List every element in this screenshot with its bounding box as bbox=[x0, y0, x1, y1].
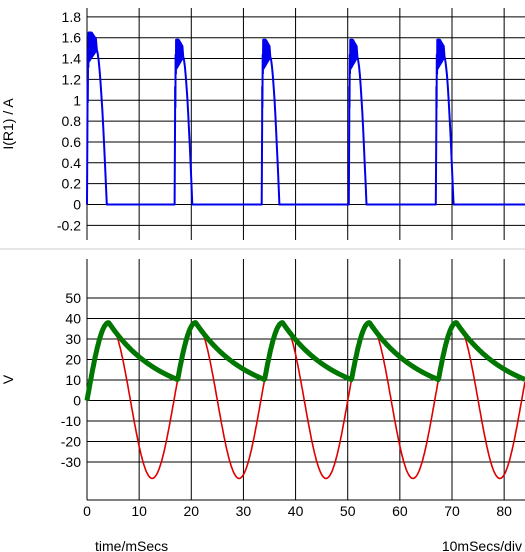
y-tick-label: 30 bbox=[65, 331, 81, 347]
y-tick-label: -10 bbox=[61, 413, 81, 429]
y-axis-label: I(R1) / A bbox=[0, 98, 16, 150]
x-tick-label: 30 bbox=[236, 503, 252, 519]
y-axis-label: V bbox=[0, 374, 16, 384]
y-tick-label: 0 bbox=[73, 393, 81, 409]
y-tick-label: -0.2 bbox=[57, 217, 81, 233]
x-tick-label: 40 bbox=[288, 503, 304, 519]
x-tick-label: 60 bbox=[392, 503, 408, 519]
y-tick-label: -20 bbox=[61, 434, 81, 450]
x-scale-note: 10mSecs/div bbox=[442, 538, 522, 552]
y-tick-label: 0.2 bbox=[62, 176, 82, 192]
current-series-line bbox=[86, 31, 525, 206]
voltage-plot: 50 40 30 20 10 0 -10 -20 -30 0 10 20 30 40 50 60 70 80 V bbox=[0, 259, 525, 519]
x-tick-label: 50 bbox=[340, 503, 356, 519]
y-tick-label: 0.6 bbox=[62, 134, 82, 150]
y-tick-label: 40 bbox=[65, 311, 81, 327]
y-tick-label: 0.8 bbox=[62, 113, 82, 129]
x-tick-label: 10 bbox=[131, 503, 147, 519]
y-tick-label: 10 bbox=[65, 372, 81, 388]
x-axis-label: time/mSecs bbox=[95, 538, 168, 552]
y-tick-label: 1.6 bbox=[62, 30, 82, 46]
current-plot: 1.8 1.6 1.4 1.2 1 0.8 0.6 0.4 0.2 0 -0.2 I(R1) / A bbox=[0, 8, 525, 240]
y-tick-label: 1.8 bbox=[62, 9, 82, 25]
x-tick-label: 0 bbox=[83, 503, 91, 519]
x-tick-label: 80 bbox=[496, 503, 512, 519]
output-voltage-line bbox=[84, 320, 525, 401]
y-tick-label: 1 bbox=[73, 92, 81, 108]
y-tick-label: 50 bbox=[65, 290, 81, 306]
x-tick-label: 20 bbox=[183, 503, 199, 519]
y-tick-label: 20 bbox=[65, 352, 81, 368]
y-tick-label: 0 bbox=[73, 197, 81, 213]
x-tick-label: 70 bbox=[444, 503, 460, 519]
y-tick-label: -30 bbox=[61, 454, 81, 470]
y-tick-label: 1.2 bbox=[62, 71, 82, 87]
y-tick-label: 0.4 bbox=[62, 155, 82, 171]
y-tick-label: 1.4 bbox=[62, 51, 82, 67]
